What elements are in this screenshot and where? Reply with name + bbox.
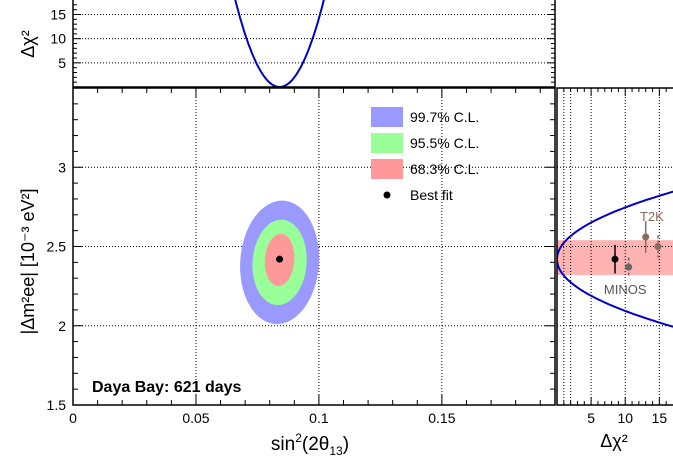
- legend-label-1: 95.5% C.L.: [410, 135, 479, 151]
- legend-swatch-1: [371, 133, 403, 153]
- right-x-axis-label: Δχ²: [600, 431, 627, 451]
- top-y-tick-label: 10: [50, 31, 66, 47]
- right-x-tick-label: 10: [617, 410, 633, 426]
- best-fit-point: [276, 255, 284, 263]
- main-plot-area: [73, 88, 555, 405]
- y-tick-label: 1.5: [47, 397, 67, 413]
- point-label-0: T2K: [640, 209, 664, 224]
- right-chi2-curve: [557, 190, 673, 328]
- top-y-tick-label: 15: [50, 7, 66, 23]
- annotation-text: Daya Bay: 621 days: [92, 379, 242, 396]
- legend-marker-3: [383, 191, 391, 199]
- point-marker-2: [642, 233, 650, 241]
- right-plot-area: [557, 88, 673, 405]
- x-tick-label: 0.05: [182, 410, 209, 426]
- top-chi2-curve: [234, 0, 325, 87]
- y-tick-label: 2.5: [47, 239, 67, 255]
- top-plot-area: [73, 0, 555, 87]
- legend-swatch-0: [371, 107, 403, 127]
- point-marker-0: [611, 255, 619, 263]
- x-tick-label: 0.1: [309, 410, 329, 426]
- x-axis-label: sin2(2θ13): [271, 431, 349, 458]
- y-tick-label: 2: [58, 318, 66, 334]
- top-y-tick-label: 5: [58, 55, 66, 71]
- legend-label-0: 99.7% C.L.: [410, 109, 479, 125]
- right-x-tick-label: 5: [587, 410, 595, 426]
- point-marker-1: [625, 263, 633, 271]
- top-frame: [72, 0, 556, 88]
- point-label-1: MINOS: [604, 282, 647, 297]
- point-marker-3: [654, 243, 662, 250]
- right-delta-chi2-panel: T2K MINOS 5 10 15 Δχ²: [556, 87, 673, 451]
- y-axis-label: |Δm²ee| [10⁻³ eV²]: [18, 189, 38, 335]
- legend-swatch-2: [371, 159, 403, 179]
- legend-label-2: 68.3% C.L.: [410, 161, 479, 177]
- x-tick-label: 0: [69, 410, 77, 426]
- y-tick-label: 3: [58, 159, 66, 175]
- legend-label-3: Best fit: [410, 187, 453, 203]
- x-tick-label: 0.15: [428, 410, 455, 426]
- top-delta-chi2-panel: 5 10 15 Δχ²: [18, 0, 556, 88]
- right-frame: [556, 87, 673, 406]
- top-y-axis-label: Δχ²: [18, 30, 38, 57]
- right-x-tick-label: 15: [652, 410, 668, 426]
- main-panel: 0 0.05 0.1 0.15 1.5 2 2.5 3 sin2(2θ13) |Δm²ee| [1…: [18, 87, 556, 458]
